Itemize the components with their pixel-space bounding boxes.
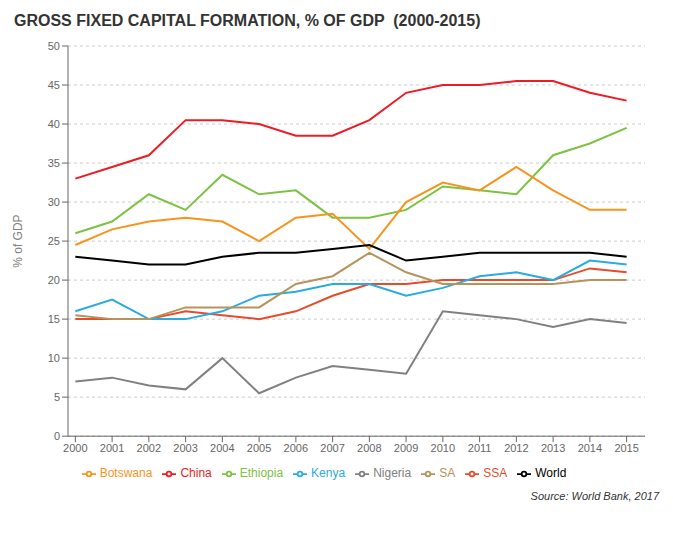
html-text:SSA: SSA	[483, 466, 508, 481]
html-text:Nigeria: Nigeria	[373, 466, 412, 481]
svg-text:2012: 2012	[504, 442, 528, 454]
svg-text:% of GDP: % of GDP	[11, 214, 25, 267]
svg-text:2011: 2011	[468, 442, 492, 454]
svg-text:2000: 2000	[63, 442, 87, 454]
svg-text:2001: 2001	[100, 442, 124, 454]
html-text:Kenya: Kenya	[311, 466, 346, 481]
svg-text:10: 10	[48, 352, 60, 364]
svg-text:30: 30	[48, 196, 60, 208]
svg-text:15: 15	[48, 313, 60, 325]
svg-text:2013: 2013	[541, 442, 565, 454]
svg-text:2009: 2009	[394, 442, 418, 454]
svg-text:2002: 2002	[137, 442, 161, 454]
svg-text:2006: 2006	[284, 442, 308, 454]
svg-text:2005: 2005	[247, 442, 271, 454]
svg-text:40: 40	[48, 118, 60, 130]
html-text:World: World	[535, 466, 567, 481]
svg-text:25: 25	[48, 235, 60, 247]
svg-text:2003: 2003	[173, 442, 197, 454]
svg-text:50: 50	[48, 40, 60, 52]
svg-text:2010: 2010	[431, 442, 455, 454]
html-text:China: China	[180, 466, 212, 481]
html-text:Botswana: Botswana	[99, 466, 153, 481]
html-text:SA: SA	[439, 466, 456, 481]
svg-text:0: 0	[54, 430, 60, 442]
svg-text:45: 45	[48, 79, 60, 91]
svg-text:2008: 2008	[357, 442, 381, 454]
html-text:Source: World Bank, 2017: Source: World Bank, 2017	[530, 490, 659, 502]
svg-text:35: 35	[48, 157, 60, 169]
svg-text:2004: 2004	[210, 442, 234, 454]
svg-text:2007: 2007	[320, 442, 344, 454]
svg-text:20: 20	[48, 274, 60, 286]
svg-text:5: 5	[54, 391, 60, 403]
html-text:GROSS FIXED CAPITAL FORMATION,: GROSS FIXED CAPITAL FORMATION, % OF GDP …	[14, 12, 481, 29]
svg-text:2015: 2015	[614, 442, 638, 454]
svg-text:2014: 2014	[578, 442, 602, 454]
html-text:Ethiopia: Ethiopia	[239, 466, 284, 481]
